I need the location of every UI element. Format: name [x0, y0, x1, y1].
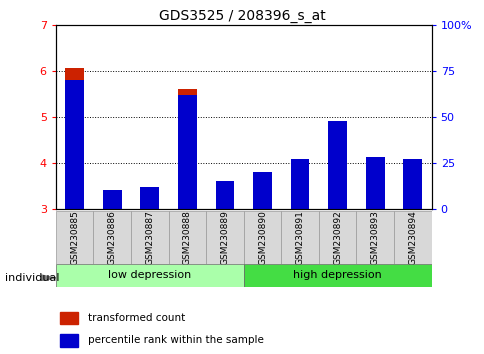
Bar — [103, 190, 121, 209]
Bar — [140, 193, 159, 209]
Text: GDS3525 / 208396_s_at: GDS3525 / 208396_s_at — [159, 9, 325, 23]
Bar — [56, 211, 93, 264]
Bar — [328, 120, 347, 209]
Bar — [393, 211, 431, 264]
Text: percentile rank within the sample: percentile rank within the sample — [88, 335, 263, 346]
Text: GSM230893: GSM230893 — [370, 210, 379, 265]
Bar — [168, 211, 206, 264]
Bar — [206, 211, 243, 264]
Text: GSM230886: GSM230886 — [107, 210, 117, 265]
Bar — [365, 157, 384, 209]
Bar — [243, 264, 431, 287]
Bar — [60, 312, 78, 324]
Bar — [318, 211, 356, 264]
Polygon shape — [41, 275, 56, 281]
Bar — [93, 211, 131, 264]
Bar — [253, 172, 272, 209]
Bar — [328, 207, 347, 209]
Bar — [215, 181, 234, 209]
Text: GSM230889: GSM230889 — [220, 210, 229, 265]
Text: low depression: low depression — [108, 270, 191, 280]
Bar — [403, 159, 422, 209]
Bar — [281, 211, 318, 264]
Text: GSM230894: GSM230894 — [408, 210, 417, 264]
Bar — [178, 89, 197, 209]
Bar — [60, 334, 78, 347]
Text: GSM230892: GSM230892 — [333, 210, 342, 264]
Bar — [65, 80, 84, 209]
Bar — [140, 187, 159, 209]
Text: transformed count: transformed count — [88, 313, 184, 323]
Bar — [365, 163, 384, 209]
Bar — [253, 175, 272, 209]
Bar — [290, 159, 309, 209]
Bar — [103, 198, 121, 209]
Text: individual: individual — [5, 273, 59, 283]
Bar — [56, 264, 243, 287]
Bar — [131, 211, 168, 264]
Bar — [215, 186, 234, 209]
Text: GSM230885: GSM230885 — [70, 210, 79, 265]
Text: GSM230890: GSM230890 — [257, 210, 267, 265]
Bar — [356, 211, 393, 264]
Text: GSM230887: GSM230887 — [145, 210, 154, 265]
Text: GSM230888: GSM230888 — [182, 210, 192, 265]
Bar — [178, 95, 197, 209]
Bar — [243, 211, 281, 264]
Text: GSM230891: GSM230891 — [295, 210, 304, 265]
Bar — [65, 69, 84, 209]
Bar — [290, 161, 309, 209]
Bar — [403, 161, 422, 209]
Text: high depression: high depression — [293, 270, 381, 280]
